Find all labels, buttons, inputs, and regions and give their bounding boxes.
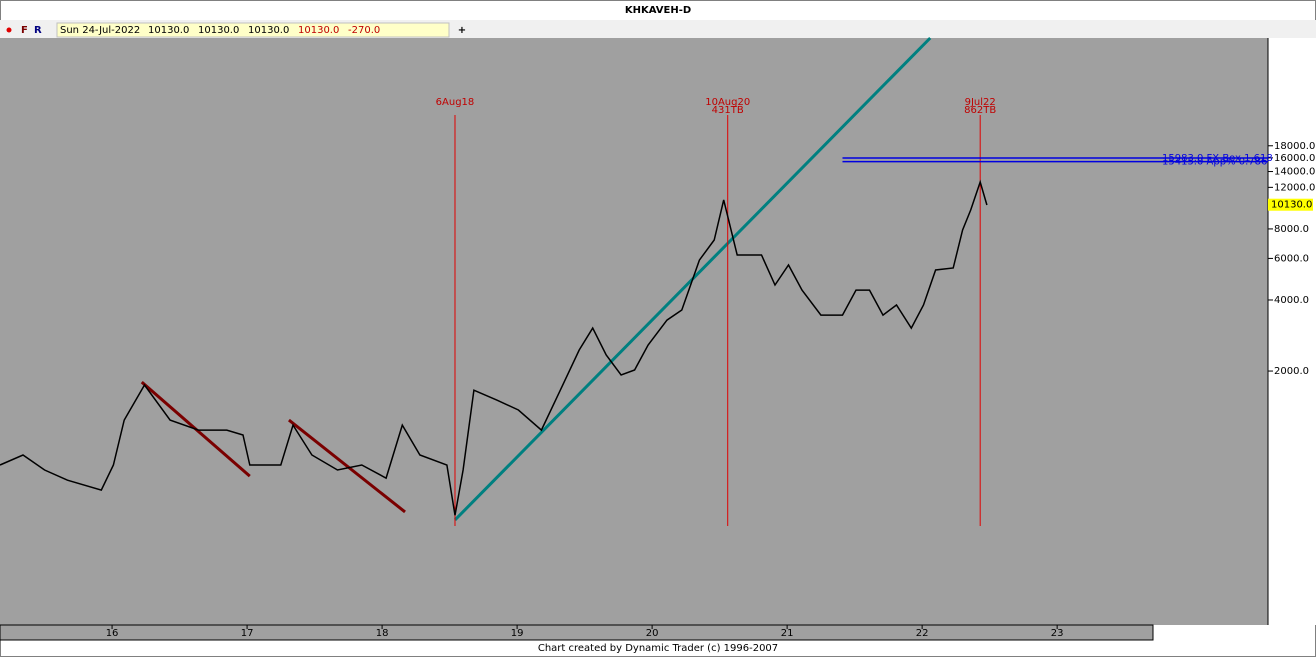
info-box [56, 22, 450, 38]
event-sublabel: 862TB [964, 105, 996, 116]
crosshair-tool[interactable]: + [458, 25, 466, 36]
trendline [287, 418, 406, 514]
y-tick-label: 18000.0 [1274, 141, 1315, 152]
y-tick-label: 16000.0 [1274, 153, 1315, 164]
plot: 16 17 18 19 20 21 22 23 2000.0 4000.0 6000.0 8000.0… [0, 36, 1315, 639]
chart-title: KHKAVEH-D [625, 5, 691, 16]
info-high: 10130.0 [198, 25, 239, 36]
info-open: 10130.0 [148, 25, 189, 36]
x-tick-label: 18 [376, 628, 389, 639]
x-tick-label: 16 [106, 628, 119, 639]
x-tick-label: 23 [1051, 628, 1064, 639]
info-change: -270.0 [348, 25, 380, 36]
event-label: 6Aug18 [436, 97, 475, 108]
y-tick-label: 12000.0 [1274, 182, 1315, 193]
level-label: 15415.0 App% 0.786 [1162, 157, 1267, 168]
y-tick-label: 6000.0 [1274, 253, 1309, 264]
event-sublabel: 431TB [712, 105, 744, 116]
x-tick-label: 19 [511, 628, 524, 639]
price-axis [1268, 38, 1316, 625]
x-tick-label: 22 [916, 628, 929, 639]
level-label: 15983.0 FX Box 1.618 [1162, 153, 1273, 164]
x-tick-label: 21 [781, 628, 794, 639]
info-close: 10130.0 [298, 25, 339, 36]
toolbar-button[interactable]: R [34, 25, 42, 36]
x-tick-label: 20 [646, 628, 659, 639]
y-tick-label: 2000.0 [1274, 366, 1309, 377]
price-line [0, 179, 988, 516]
y-tick-label: 4000.0 [1274, 295, 1309, 306]
info-date: Sun 24-Jul-2022 [60, 25, 140, 36]
x-tick-label: 17 [241, 628, 254, 639]
footer: Chart created by Dynamic Trader (c) 1996… [538, 643, 778, 654]
info-low: 10130.0 [248, 25, 289, 36]
last-price-box [1268, 198, 1313, 211]
event-label: 9Jul22 [965, 97, 996, 108]
y-tick-label: 8000.0 [1274, 224, 1309, 235]
time-axis [0, 624, 1154, 641]
record-dot[interactable] [6, 27, 12, 33]
plot-area [0, 38, 1268, 625]
y-tick-label: 14000.0 [1274, 167, 1315, 178]
toolbar-button[interactable]: F [21, 25, 28, 36]
event-label: 10Aug20 [705, 97, 750, 108]
last-price-label: 10130.0 [1271, 200, 1312, 211]
